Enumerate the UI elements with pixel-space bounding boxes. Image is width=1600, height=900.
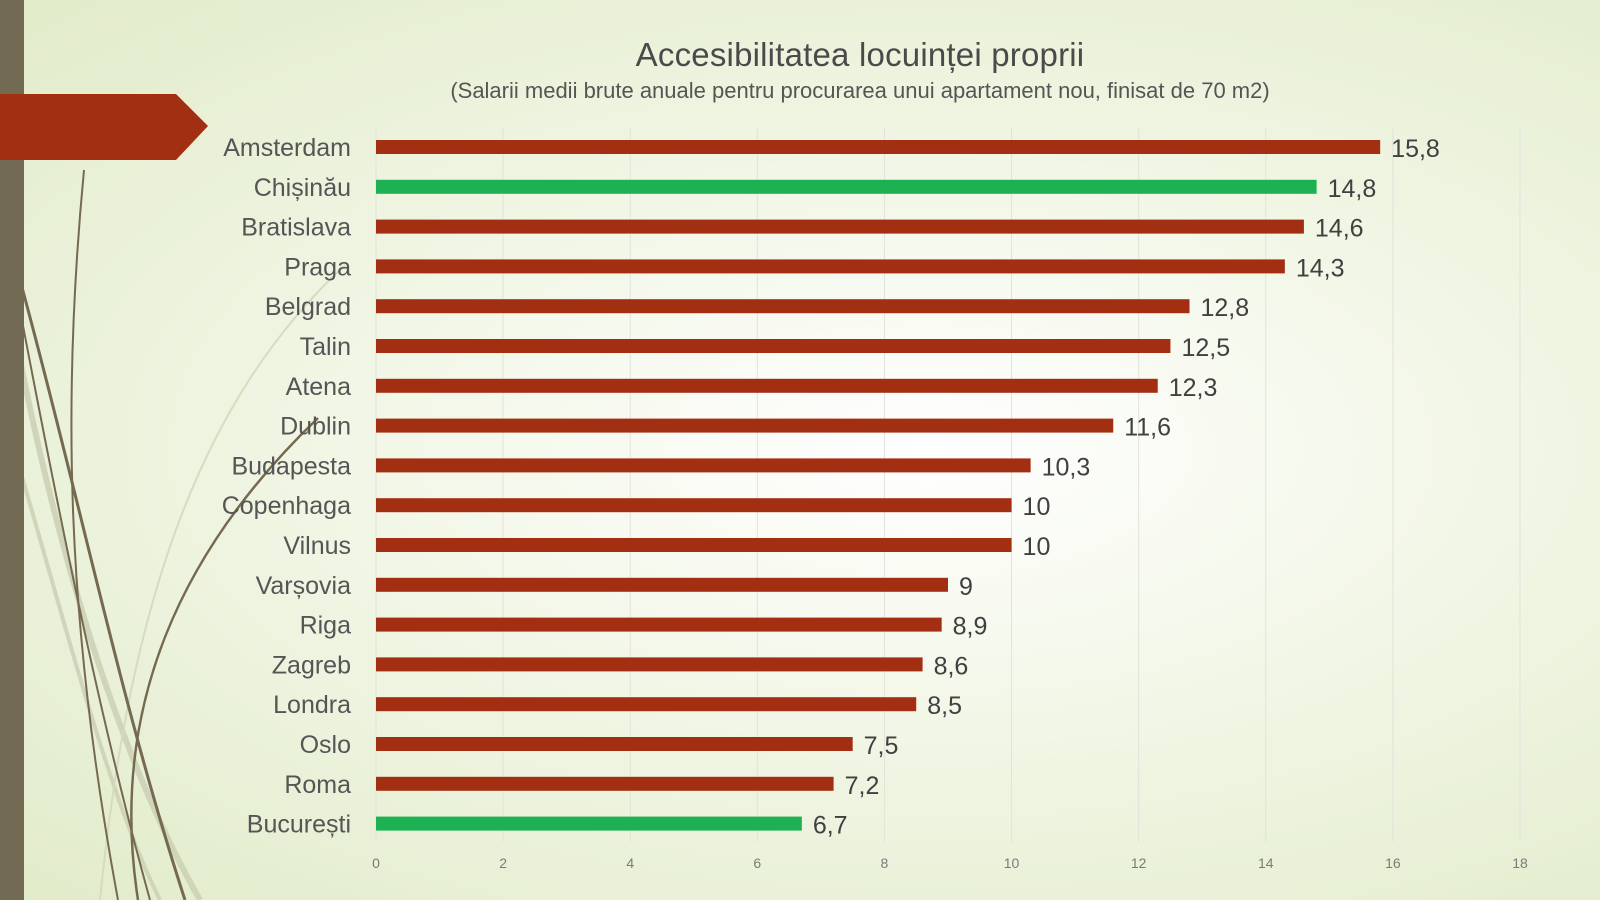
data-label: 8,9 <box>953 613 988 641</box>
x-tick-label: 16 <box>1385 855 1401 871</box>
gridlines <box>375 128 1521 842</box>
category-label: Chișinău <box>254 174 351 202</box>
x-tick-label: 10 <box>1004 855 1020 871</box>
category-label: Copenhaga <box>222 492 351 520</box>
decorative-swirl-light <box>99 264 346 900</box>
data-label: 12,8 <box>1201 294 1250 322</box>
bar-6 <box>376 378 1158 393</box>
bar-8 <box>376 458 1031 473</box>
category-label: Londra <box>273 691 351 719</box>
bar-7 <box>376 418 1114 433</box>
data-label: 10,3 <box>1042 453 1091 481</box>
category-label: Amsterdam <box>223 134 351 162</box>
title-arrow-shape <box>0 94 208 160</box>
decorative-swirl-light <box>17 359 203 900</box>
bar-15 <box>376 737 853 751</box>
category-label: Zagreb <box>272 651 351 679</box>
data-label: 12,3 <box>1169 374 1218 402</box>
category-label: Talin <box>300 333 351 361</box>
category-label: Budapesta <box>231 452 351 480</box>
data-label: 11,6 <box>1124 414 1171 442</box>
data-label: 8,6 <box>934 652 969 680</box>
bar-9 <box>376 498 1012 513</box>
data-label: 14,3 <box>1296 254 1345 282</box>
labels: 0 2 4 6 8 10 12 14 16 18 Amsterdam 15,8 Chișinău 14,8… <box>222 134 1528 871</box>
category-label: Varșovia <box>256 572 352 600</box>
bar-16 <box>376 776 834 791</box>
data-label: 14,8 <box>1328 175 1377 203</box>
data-label: 9 <box>959 573 973 601</box>
decorative-swirl-dark <box>18 279 187 900</box>
decorative-swirl-dark <box>130 417 319 900</box>
bar-3 <box>376 259 1285 274</box>
bar-4 <box>376 299 1190 314</box>
category-label: București <box>247 811 351 839</box>
bar-0 <box>376 140 1381 154</box>
x-tick-label: 8 <box>881 855 889 871</box>
data-label: 8,5 <box>927 692 962 720</box>
chart-title: Accesibilitatea locuinței proprii <box>635 36 1085 73</box>
category-label: Atena <box>286 373 351 401</box>
data-label: 10 <box>1023 493 1051 521</box>
data-label: 7,2 <box>845 772 880 800</box>
data-label: 7,5 <box>864 732 899 760</box>
x-tick-label: 2 <box>499 855 507 871</box>
bar-12 <box>376 617 942 632</box>
data-label: 14,6 <box>1315 215 1364 243</box>
chart-subtitle: (Salarii medii brute anuale pentru procu… <box>450 78 1270 103</box>
x-tick-label: 4 <box>626 855 634 871</box>
category-label: Bratislava <box>241 214 351 242</box>
bar-2 <box>376 219 1304 234</box>
bar-14 <box>376 697 917 712</box>
bar-17 <box>376 816 802 831</box>
decorative-swirl-dark <box>19 309 151 900</box>
category-label: Praga <box>284 253 351 281</box>
bars <box>376 140 1381 831</box>
x-tick-label: 12 <box>1131 855 1147 871</box>
category-label: Riga <box>300 612 352 640</box>
data-label: 12,5 <box>1181 334 1230 362</box>
data-label: 10 <box>1023 533 1051 561</box>
x-tick-label: 0 <box>372 855 380 871</box>
bar-13 <box>376 657 923 672</box>
bar-5 <box>376 339 1171 353</box>
category-label: Vilnus <box>283 532 351 560</box>
category-label: Oslo <box>300 731 351 759</box>
decorative-swirl-dark <box>70 169 119 900</box>
x-tick-label: 18 <box>1512 855 1528 871</box>
bar-11 <box>376 577 948 592</box>
bar-10 <box>376 538 1012 552</box>
category-label: Roma <box>284 771 351 799</box>
bar-1 <box>376 179 1317 194</box>
x-tick-label: 6 <box>753 855 761 871</box>
category-label: Dublin <box>280 413 351 441</box>
data-label: 6,7 <box>813 812 848 840</box>
data-label: 15,8 <box>1391 135 1440 163</box>
x-tick-label: 14 <box>1258 855 1274 871</box>
category-label: Belgrad <box>265 293 351 321</box>
